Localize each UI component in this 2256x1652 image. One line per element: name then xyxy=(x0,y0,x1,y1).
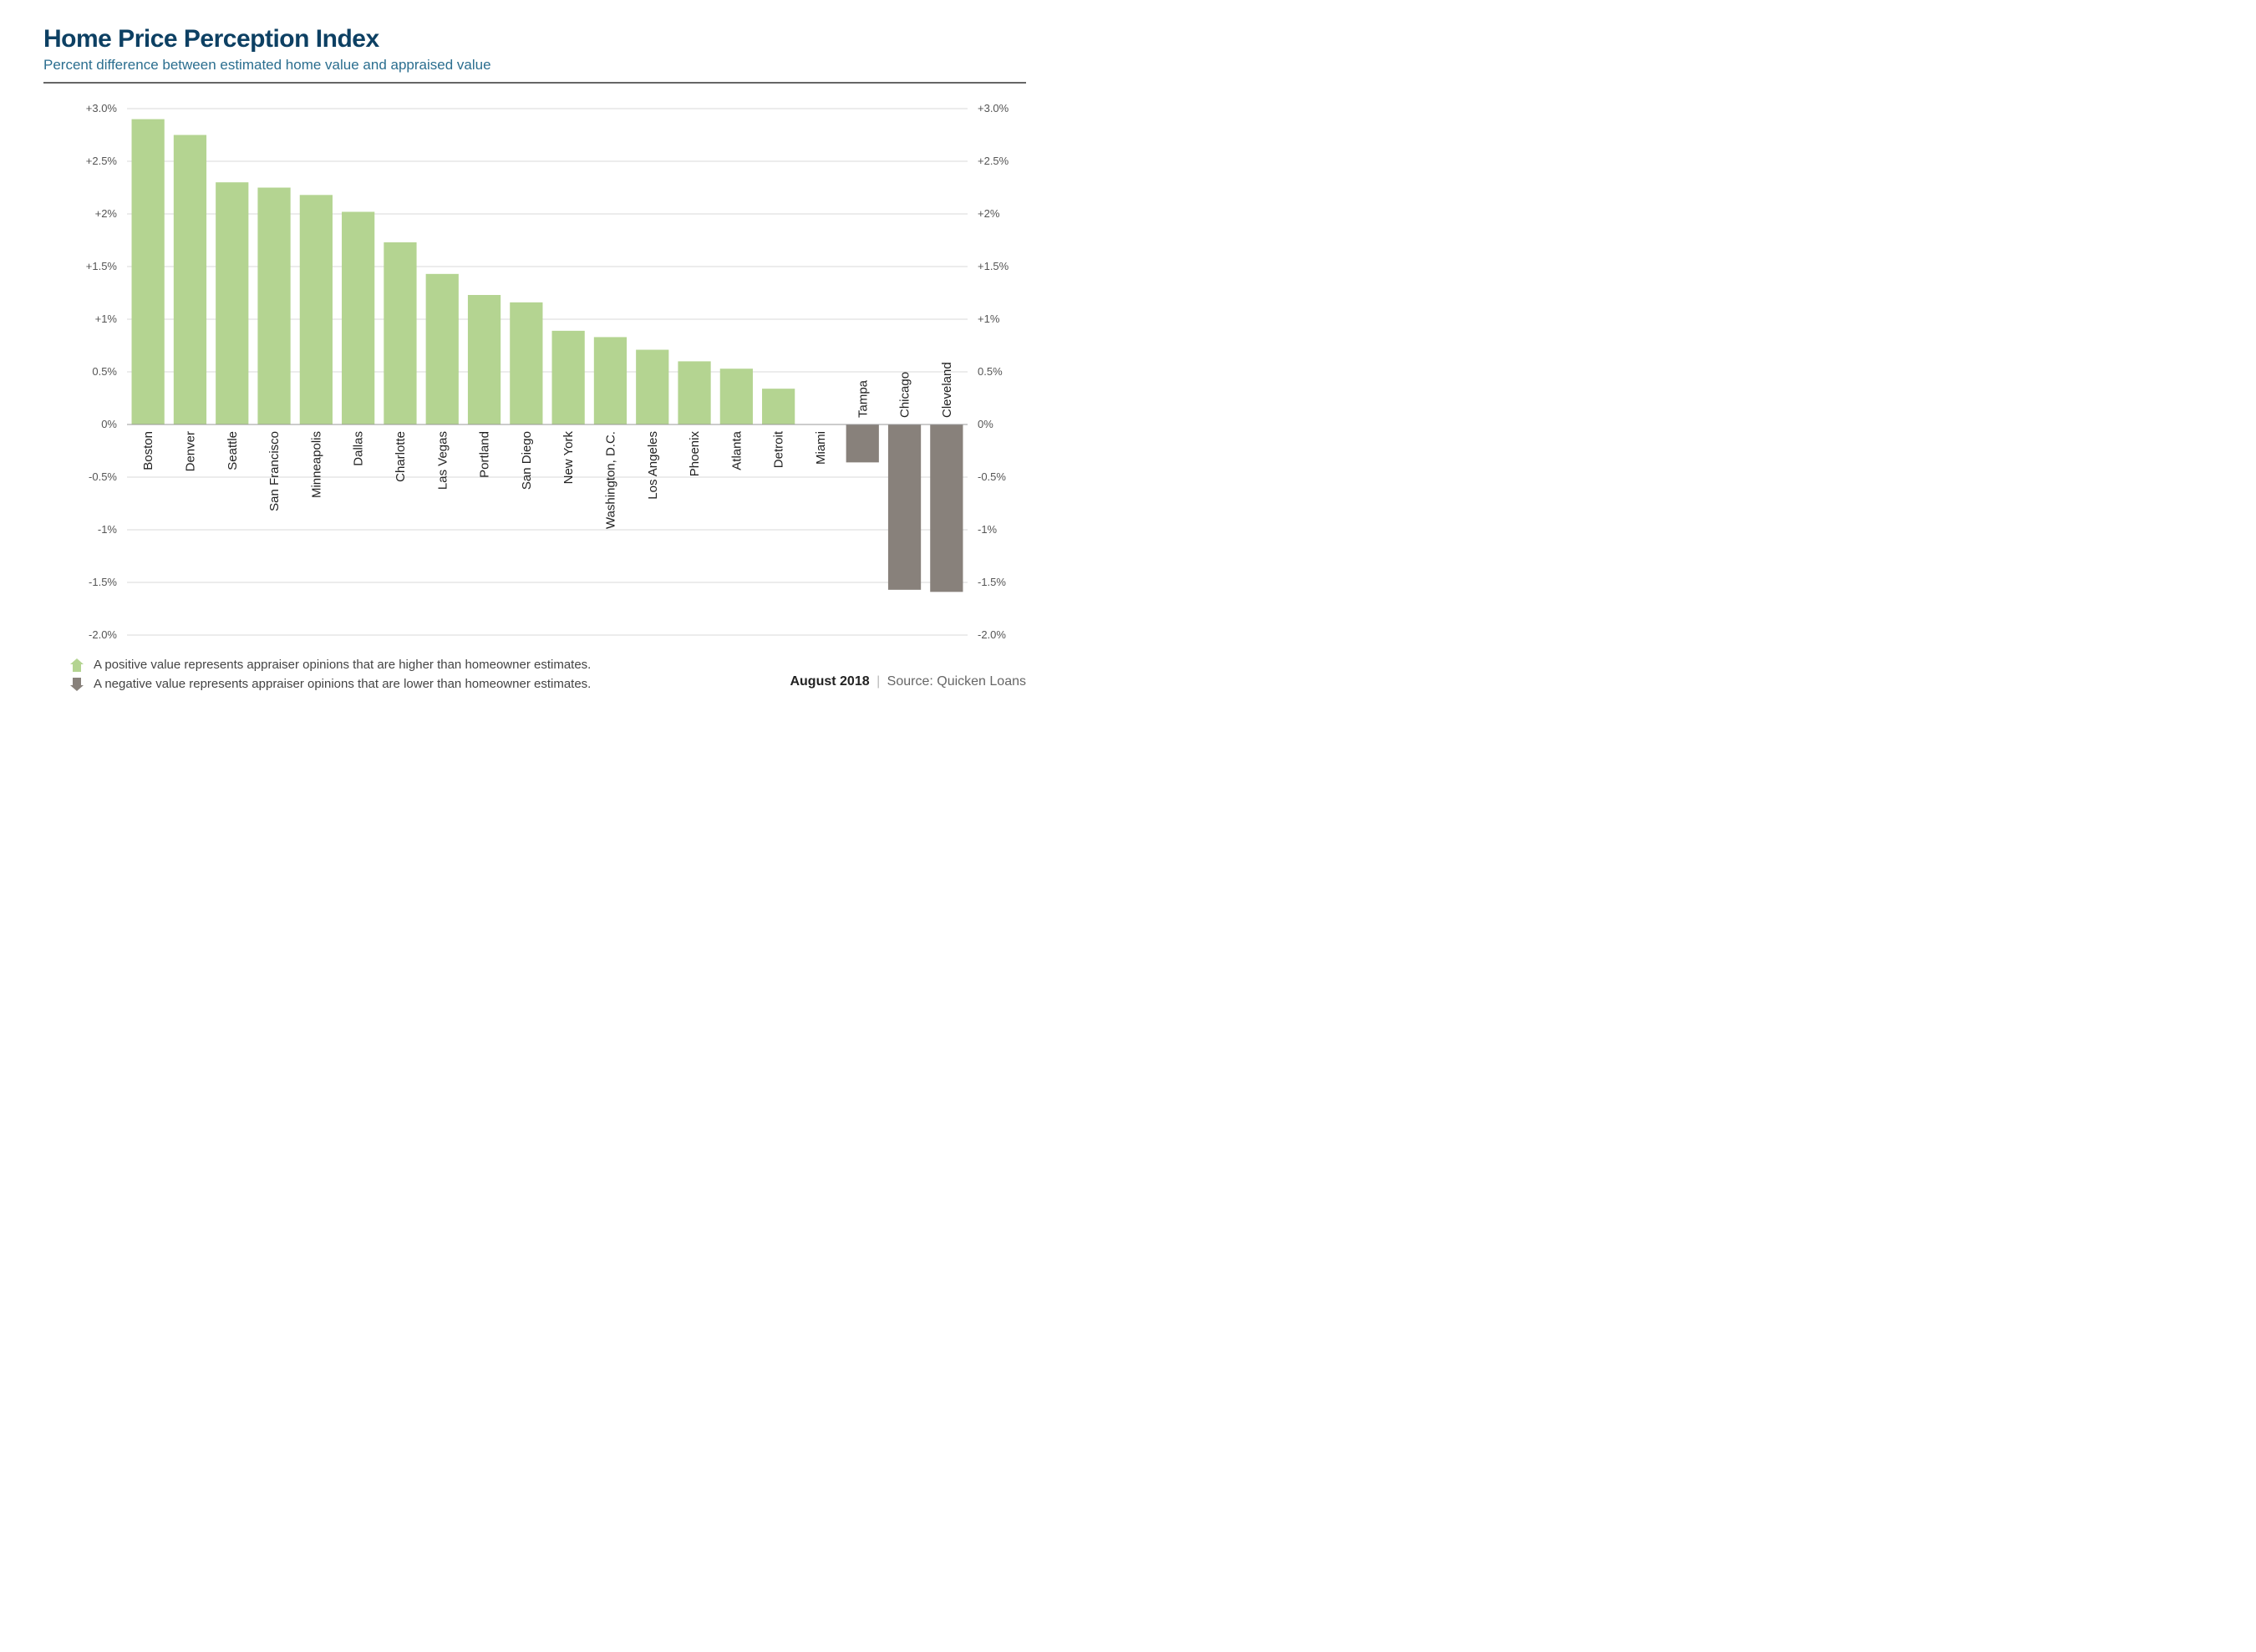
city-label: Cleveland xyxy=(940,362,954,418)
footer-source: Source: Quicken Loans xyxy=(887,674,1026,689)
city-label: Portland xyxy=(478,431,492,478)
city-label: New York xyxy=(561,431,576,485)
city-label: Chicago xyxy=(898,372,912,418)
city-label: Minneapolis xyxy=(309,431,323,498)
legend: A positive value represents appraiser op… xyxy=(69,656,591,694)
svg-text:-1.5%: -1.5% xyxy=(978,576,1006,588)
house-up-icon xyxy=(69,657,85,674)
svg-text:+3.0%: +3.0% xyxy=(86,102,118,114)
city-label: Charlotte xyxy=(394,431,408,482)
footer-separator: | xyxy=(876,674,880,689)
bar xyxy=(720,369,753,424)
svg-text:-0.5%: -0.5% xyxy=(89,470,117,483)
bar xyxy=(888,424,921,590)
header-divider xyxy=(43,82,1026,84)
svg-text:+2%: +2% xyxy=(978,207,1000,220)
bar xyxy=(257,188,290,425)
svg-text:-1%: -1% xyxy=(978,523,998,536)
legend-negative-row: A negative value represents appraiser op… xyxy=(69,675,591,694)
city-label: Washington, D.C. xyxy=(603,431,617,529)
city-label: Seattle xyxy=(226,431,240,470)
svg-text:+2.5%: +2.5% xyxy=(86,155,118,167)
bar xyxy=(300,195,333,424)
bar xyxy=(636,350,668,424)
city-label: Miami xyxy=(814,431,828,465)
bar xyxy=(678,361,710,424)
svg-text:-2.0%: -2.0% xyxy=(978,628,1006,641)
footer-date: August 2018 xyxy=(790,674,869,689)
page-container: Home Price Perception Index Percent diff… xyxy=(0,0,1070,783)
bar-chart: +3.0% +3.0% +2.5% +2.5% +2% +2% +1.5% +1.5% +1% +… xyxy=(43,100,1026,685)
svg-text:+2.5%: +2.5% xyxy=(978,155,1009,167)
city-label: Atlanta xyxy=(729,430,744,470)
bar xyxy=(132,119,165,424)
bar xyxy=(468,295,500,424)
bar xyxy=(342,211,374,424)
bar xyxy=(930,424,963,592)
svg-text:+1.5%: +1.5% xyxy=(978,260,1009,272)
svg-text:-0.5%: -0.5% xyxy=(978,470,1006,483)
bar xyxy=(552,331,585,424)
city-label: Dallas xyxy=(352,431,366,466)
svg-text:0.5%: 0.5% xyxy=(978,365,1003,378)
bar xyxy=(594,337,627,424)
svg-text:-1%: -1% xyxy=(98,523,118,536)
svg-text:-2.0%: -2.0% xyxy=(89,628,117,641)
chart-title: Home Price Perception Index xyxy=(43,25,1026,53)
city-label: Boston xyxy=(141,431,155,470)
svg-text:+1%: +1% xyxy=(95,313,118,325)
legend-negative-text: A negative value represents appraiser op… xyxy=(94,675,591,694)
legend-positive-row: A positive value represents appraiser op… xyxy=(69,656,591,675)
city-label: San Diego xyxy=(520,431,534,490)
city-label: Los Angeles xyxy=(646,431,660,500)
chart-subtitle: Percent difference between estimated hom… xyxy=(43,57,1026,74)
svg-text:0.5%: 0.5% xyxy=(92,365,117,378)
bar xyxy=(510,302,542,424)
city-label: Denver xyxy=(183,431,197,471)
footer: August 2018 | Source: Quicken Loans xyxy=(790,674,1026,689)
bar xyxy=(846,424,879,462)
house-down-icon xyxy=(69,676,85,693)
svg-text:-1.5%: -1.5% xyxy=(89,576,117,588)
city-label: Phoenix xyxy=(688,431,702,477)
svg-text:0%: 0% xyxy=(101,418,117,430)
svg-text:+2%: +2% xyxy=(95,207,118,220)
svg-text:+1.5%: +1.5% xyxy=(86,260,118,272)
city-label: Detroit xyxy=(772,430,786,468)
city-label: Las Vegas xyxy=(435,431,450,490)
bar xyxy=(174,135,206,425)
bar xyxy=(216,182,248,424)
bar xyxy=(426,274,459,424)
chart-area: +3.0% +3.0% +2.5% +2.5% +2% +2% +1.5% +1.5% +1% +… xyxy=(43,100,1026,685)
svg-text:0%: 0% xyxy=(978,418,993,430)
city-label: San Francisco xyxy=(267,431,282,511)
svg-text:+1%: +1% xyxy=(978,313,1000,325)
svg-text:+3.0%: +3.0% xyxy=(978,102,1009,114)
bar xyxy=(384,242,416,424)
city-label: Tampa xyxy=(856,379,870,418)
bar xyxy=(762,389,795,424)
legend-positive-text: A positive value represents appraiser op… xyxy=(94,656,591,675)
